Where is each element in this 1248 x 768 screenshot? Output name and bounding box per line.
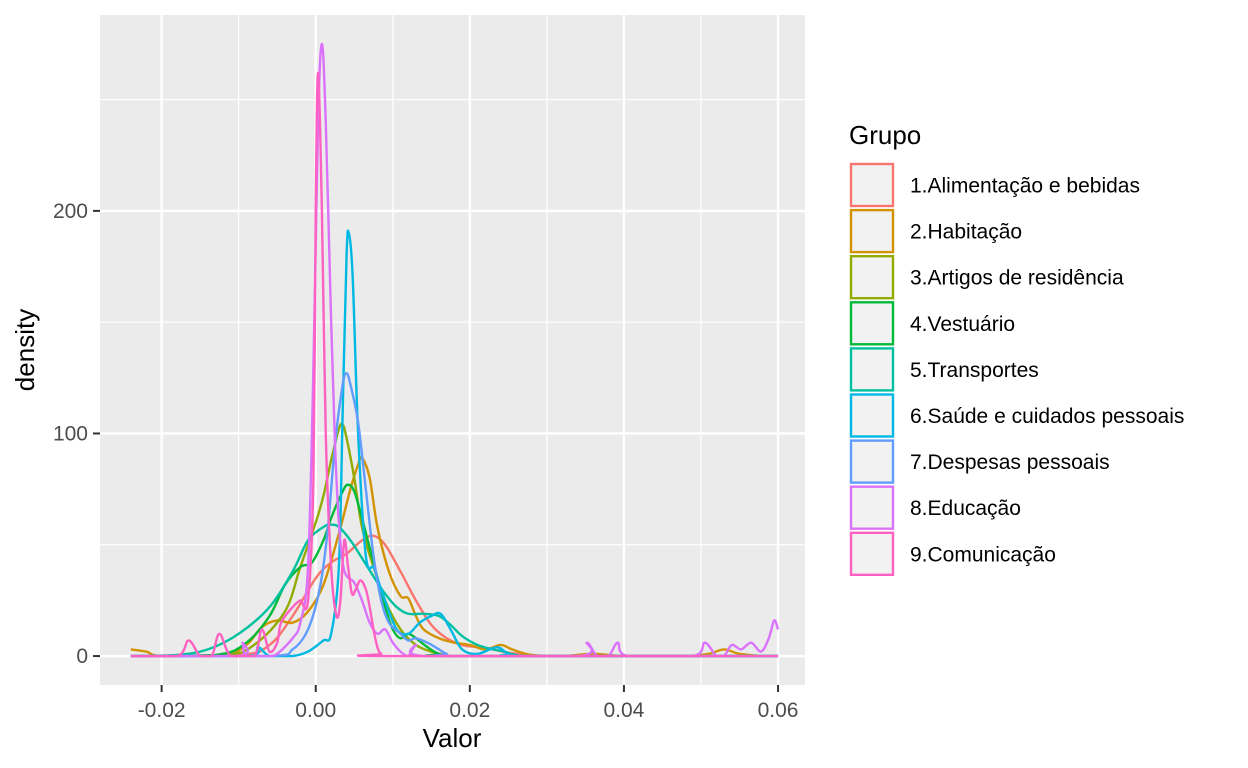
- plot-panel: [100, 15, 805, 685]
- density-curve-5: [130, 523, 779, 658]
- density-curve-7: [130, 372, 779, 658]
- legend-label-1: 1.Alimentação e bebidas: [910, 175, 1140, 198]
- legend-label-2: 2.Habitação: [910, 221, 1022, 244]
- y-tick-label: 0: [76, 645, 88, 668]
- legend-key-1: [849, 162, 895, 208]
- x-tick-label: 0.00: [295, 699, 336, 722]
- x-axis-tick-labels: -0.02 0.00 0.02 0.04 0.06: [138, 699, 799, 722]
- x-tick-label: 0.06: [758, 699, 799, 722]
- legend-label-8: 8.Educação: [910, 497, 1021, 520]
- axis-ticks: [93, 209, 780, 692]
- density-curve-6: [130, 229, 779, 658]
- legend-key-3: [849, 255, 895, 300]
- density-curve-9: [130, 71, 779, 658]
- legend-key-7: [849, 439, 895, 484]
- legend-label-5: 5.Transportes: [910, 359, 1039, 382]
- x-tick-label: 0.04: [603, 699, 644, 722]
- legend-label-3: 3.Artigos de residência: [910, 267, 1124, 290]
- legend-label-6: 6.Saúde e cuidados pessoais: [910, 405, 1184, 428]
- x-tick-label: -0.02: [138, 699, 186, 722]
- legend-key-5: [849, 347, 895, 392]
- y-axis-title: density: [10, 309, 40, 391]
- legend-title: Grupo: [849, 120, 921, 150]
- y-axis-tick-labels: 0 100 200: [53, 200, 88, 668]
- y-tick-label: 100: [53, 422, 88, 445]
- legend-label-7: 7.Despesas pessoais: [910, 451, 1110, 474]
- legend-label-4: 4.Vestuário: [910, 313, 1015, 336]
- x-axis-title: Valor: [423, 723, 482, 753]
- legend-label-9: 9.Comunicação: [910, 543, 1056, 566]
- legend-key-9: [849, 531, 895, 576]
- legend-key-2: [849, 208, 895, 254]
- density-curves: [130, 42, 780, 658]
- y-tick-label: 200: [53, 200, 88, 223]
- legend: Grupo 1.Alimentação e bebidas 2.Habitação…: [849, 120, 1184, 576]
- x-tick-label: 0.02: [449, 699, 490, 722]
- legend-key-6: [849, 393, 895, 438]
- legend-key-4: [849, 301, 895, 346]
- legend-key-8: [849, 485, 895, 530]
- minor-gridlines: [100, 15, 805, 685]
